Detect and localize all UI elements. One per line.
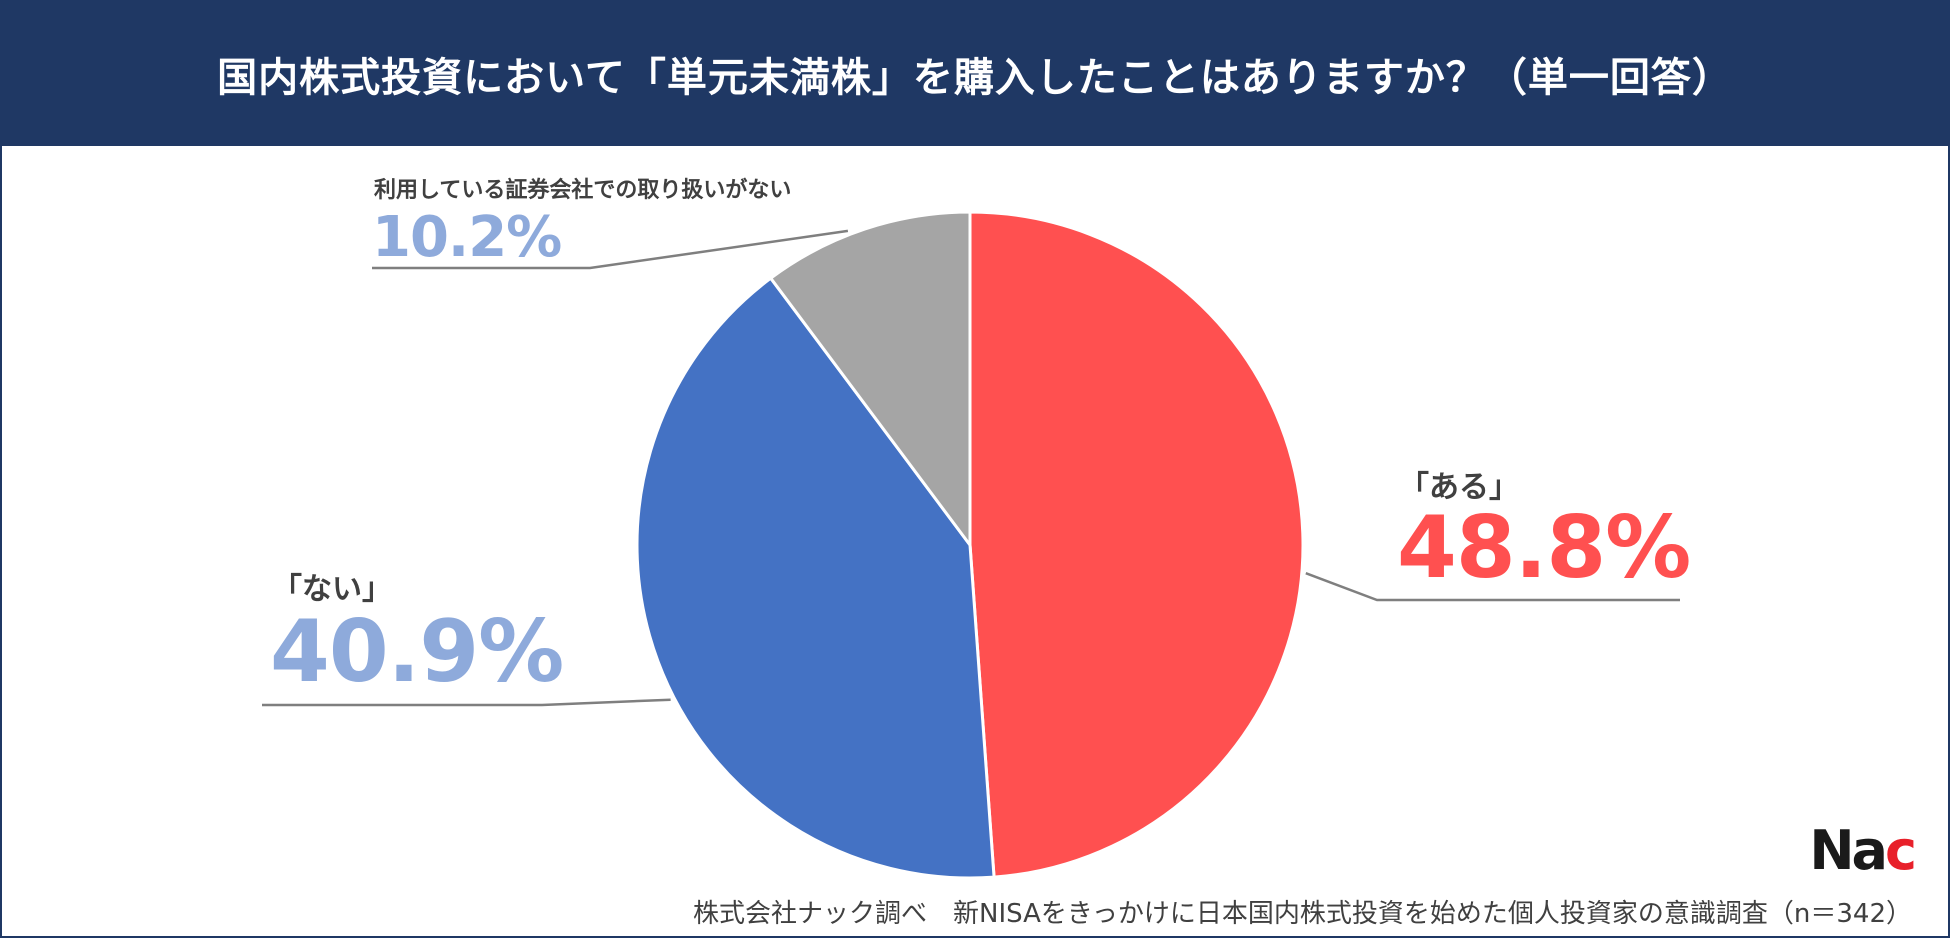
leader-line-nai bbox=[262, 698, 671, 707]
pie-slice-aru bbox=[968, 210, 1305, 879]
leader-line-not-available bbox=[372, 229, 849, 270]
leader-line-aru bbox=[1305, 572, 1680, 602]
pie-slice-not-available bbox=[768, 210, 972, 550]
slice-label-aru: 「ある」 bbox=[1399, 470, 1519, 505]
slice-value-not-available: 10.2% bbox=[372, 205, 562, 270]
chart-title: 国内株式投資において「単元未満株」を購入したことはありますか？（単一回答） bbox=[217, 55, 1733, 101]
title-banner: 国内株式投資において「単元未満株」を購入したことはありますか？（単一回答） bbox=[2, 2, 1948, 146]
pie-slice-nai bbox=[635, 276, 996, 880]
slice-label-nai: 「ない」 bbox=[272, 572, 392, 607]
slice-value-nai: 40.9% bbox=[270, 602, 564, 702]
nac-logo: Nac bbox=[1809, 819, 1917, 882]
source-note: 株式会社ナック調べ 新NISAをきっかけに日本国内株式投資を始めた個人投資家の意… bbox=[693, 899, 1912, 929]
slice-value-aru: 48.8% bbox=[1397, 498, 1691, 598]
slice-label-not-available: 利用している証券会社での取り扱いがない bbox=[374, 178, 792, 203]
